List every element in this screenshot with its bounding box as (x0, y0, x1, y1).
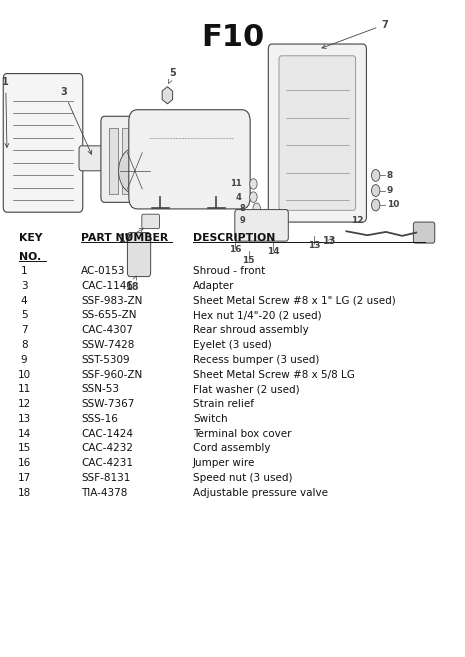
Text: 17: 17 (119, 229, 143, 244)
Text: 9: 9 (21, 355, 27, 365)
Text: Hex nut 1/4"-20 (2 used): Hex nut 1/4"-20 (2 used) (193, 311, 322, 321)
Circle shape (372, 170, 380, 181)
Text: Jumper wire: Jumper wire (193, 459, 255, 468)
Text: 12: 12 (18, 399, 31, 409)
Text: Adjustable pressure valve: Adjustable pressure valve (193, 487, 328, 498)
Text: SST-5309: SST-5309 (81, 355, 130, 365)
Circle shape (250, 192, 257, 202)
FancyBboxPatch shape (142, 214, 159, 229)
Text: 1: 1 (2, 78, 9, 147)
Text: Cord assembly: Cord assembly (193, 443, 271, 453)
Text: 3: 3 (21, 281, 27, 291)
Text: Shroud - front: Shroud - front (193, 266, 265, 276)
Text: 11: 11 (18, 384, 31, 394)
Text: SSW-7367: SSW-7367 (81, 399, 135, 409)
Text: 4: 4 (236, 193, 242, 202)
Circle shape (372, 199, 380, 211)
Text: SSF-983-ZN: SSF-983-ZN (81, 296, 143, 306)
Text: 13: 13 (18, 414, 31, 424)
Text: 15: 15 (18, 443, 31, 453)
Bar (109, 128, 118, 194)
Text: SSN-53: SSN-53 (81, 384, 120, 394)
Text: 8: 8 (239, 204, 245, 213)
Text: Eyelet (3 used): Eyelet (3 used) (193, 340, 272, 350)
Text: 8: 8 (21, 340, 27, 350)
Text: CAC-1146: CAC-1146 (81, 281, 133, 291)
Text: 14: 14 (18, 429, 31, 439)
FancyBboxPatch shape (279, 56, 356, 210)
Text: 7: 7 (21, 325, 27, 335)
Text: CAC-4231: CAC-4231 (81, 459, 133, 468)
FancyBboxPatch shape (268, 44, 366, 222)
Circle shape (372, 185, 380, 196)
Text: Switch: Switch (193, 414, 227, 424)
Text: 15: 15 (243, 256, 255, 265)
Text: 11: 11 (230, 179, 242, 189)
Text: CAC-1424: CAC-1424 (81, 429, 133, 439)
FancyBboxPatch shape (3, 74, 83, 212)
Text: 9: 9 (239, 215, 245, 225)
Text: 12: 12 (351, 216, 364, 225)
FancyBboxPatch shape (79, 146, 114, 171)
Text: Terminal box cover: Terminal box cover (193, 429, 292, 439)
Text: 4: 4 (21, 296, 27, 306)
Text: PART NUMBER: PART NUMBER (81, 233, 169, 243)
Text: 3: 3 (60, 87, 92, 154)
Text: 16: 16 (229, 244, 241, 254)
Text: Adapter: Adapter (193, 281, 234, 291)
Text: KEY: KEY (19, 233, 42, 243)
Text: 1: 1 (21, 266, 27, 276)
Text: 9: 9 (387, 186, 393, 195)
FancyBboxPatch shape (127, 233, 151, 277)
Text: AC-0153: AC-0153 (81, 266, 126, 276)
FancyBboxPatch shape (101, 116, 169, 202)
FancyBboxPatch shape (129, 110, 250, 209)
Text: SSF-960-ZN: SSF-960-ZN (81, 369, 143, 380)
Bar (135, 128, 144, 194)
Text: 18: 18 (126, 276, 139, 292)
Text: 10: 10 (387, 200, 399, 210)
Text: SSW-7428: SSW-7428 (81, 340, 135, 350)
FancyBboxPatch shape (235, 210, 288, 241)
Text: F10: F10 (201, 23, 264, 52)
FancyBboxPatch shape (413, 222, 435, 243)
Text: CAC-4232: CAC-4232 (81, 443, 133, 453)
Text: SSF-8131: SSF-8131 (81, 473, 131, 483)
Text: SSS-16: SSS-16 (81, 414, 118, 424)
Text: CAC-4307: CAC-4307 (81, 325, 133, 335)
Text: 14: 14 (267, 246, 280, 256)
Circle shape (253, 203, 260, 214)
Text: Sheet Metal Screw #8 x 1" LG (2 used): Sheet Metal Screw #8 x 1" LG (2 used) (193, 296, 396, 306)
Text: 13: 13 (308, 240, 320, 250)
Text: DESCRIPTION: DESCRIPTION (193, 233, 275, 243)
Text: 7: 7 (322, 20, 388, 49)
Text: 18: 18 (18, 487, 31, 498)
Text: 13: 13 (323, 237, 337, 246)
Text: 5: 5 (21, 311, 27, 321)
Text: 16: 16 (18, 459, 31, 468)
Text: 8: 8 (387, 171, 393, 180)
Circle shape (119, 148, 151, 194)
Bar (148, 128, 157, 194)
Text: Sheet Metal Screw #8 x 5/8 LG: Sheet Metal Screw #8 x 5/8 LG (193, 369, 355, 380)
Text: NO.: NO. (19, 252, 41, 261)
Circle shape (250, 179, 257, 189)
Text: Speed nut (3 used): Speed nut (3 used) (193, 473, 292, 483)
Bar (122, 128, 131, 194)
Text: 17: 17 (18, 473, 31, 483)
Text: Flat washer (2 used): Flat washer (2 used) (193, 384, 299, 394)
Text: SS-655-ZN: SS-655-ZN (81, 311, 137, 321)
Text: 10: 10 (18, 369, 31, 380)
Text: Strain relief: Strain relief (193, 399, 254, 409)
Text: Recess bumper (3 used): Recess bumper (3 used) (193, 355, 319, 365)
Text: Rear shroud assembly: Rear shroud assembly (193, 325, 309, 335)
Text: TIA-4378: TIA-4378 (81, 487, 128, 498)
Circle shape (253, 215, 260, 225)
Text: 5: 5 (168, 68, 177, 83)
